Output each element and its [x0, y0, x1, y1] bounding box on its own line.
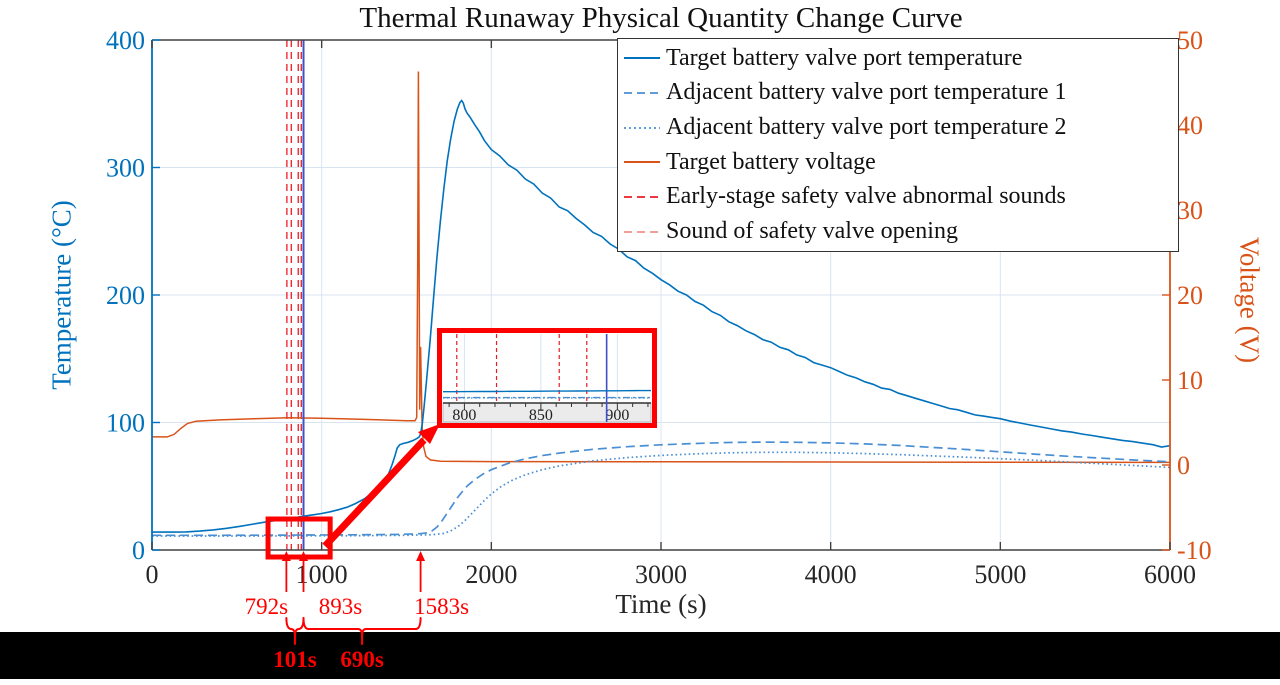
x-tick-label: 3000 [635, 560, 687, 589]
legend-swatch-adjacent-temp-2 [624, 126, 660, 129]
legend-swatch-adjacent-temp-1 [624, 92, 660, 94]
y-right-tick-label: 10 [1177, 366, 1203, 395]
voltage-curve [152, 71, 1170, 464]
time-marker-label-893s: 893s [318, 594, 363, 619]
inset-target-temperature-curve [443, 389, 651, 393]
chart-title: Thermal Runaway Physical Quantity Change… [359, 2, 963, 34]
legend-swatch-early-sounds [624, 196, 660, 198]
y-right-tick-label: 0 [1177, 451, 1190, 480]
time-marker-arrows [281, 551, 426, 592]
inset-red-border [437, 328, 657, 428]
inset-plot: 800 850 900 [437, 328, 657, 428]
x-tick-label: 0 [146, 560, 159, 589]
y-right-tick-label: 30 [1177, 196, 1203, 225]
y-right-tick-label: 40 [1177, 111, 1203, 140]
y-left-tick-label: 100 [106, 409, 145, 438]
y-left-tick-label: 400 [106, 26, 145, 55]
x-tick-label: 5000 [974, 560, 1026, 589]
legend-label: Adjacent battery valve port temperature … [666, 114, 1067, 141]
zoom-connector-arrowhead [418, 424, 440, 444]
time-marker-arrowhead [299, 551, 309, 561]
x-tick-label: 4000 [805, 560, 857, 589]
legend-label: Adjacent battery valve port temperature … [666, 79, 1067, 106]
adjacent-temperature-2-curve [152, 451, 1170, 537]
legend-item-target-temp: Target battery valve port temperature [618, 42, 1178, 75]
legend-item-early-sounds: Early-stage safety valve abnormal sounds [618, 180, 1178, 213]
x-tick-label: 6000 [1144, 560, 1196, 589]
legend-item-adjacent-temp-2: Adjacent battery valve port temperature … [618, 111, 1178, 144]
legend-swatch-target-temp [624, 57, 660, 60]
y-axis-label-voltage: Voltage (V) [1234, 236, 1265, 364]
inset-tick-label: 850 [529, 407, 553, 424]
interval-brace [302, 617, 422, 645]
y-right-tick-label: 20 [1177, 281, 1203, 310]
legend-item-target-voltage: Target battery voltage [618, 146, 1178, 179]
legend-item-valve-opening: Sound of safety valve opening [618, 215, 1178, 248]
interval-label-690s: 690s [340, 647, 384, 672]
bottom-black-bar [0, 632, 1280, 679]
y-right-tick-label: -10 [1177, 536, 1212, 565]
y-left-tick-label: 0 [132, 536, 145, 565]
y-right-tick-label: 50 [1177, 26, 1203, 55]
inset-background [443, 334, 651, 403]
time-marker-arrowhead [416, 551, 426, 561]
interval-label-101s: 101s [273, 647, 317, 672]
legend-label: Target battery valve port temperature [666, 44, 1023, 71]
legend-swatch-valve-opening [624, 230, 660, 233]
time-marker-label-792s: 792s [244, 594, 289, 619]
zoom-source-rect [265, 516, 333, 560]
zoom-connector-line [322, 437, 427, 549]
y-left-tick-label: 300 [106, 154, 145, 183]
inset-tick-label: 900 [605, 407, 629, 424]
legend: Target battery valve port temperature Ad… [617, 38, 1179, 252]
legend-label: Early-stage safety valve abnormal sounds [666, 183, 1066, 210]
legend-label: Target battery voltage [666, 148, 876, 175]
series-group [152, 40, 1170, 550]
adjacent-temperature-1-curve [152, 441, 1170, 537]
time-marker-arrowhead [281, 551, 291, 561]
y-axis-label-temperature: Temperature (°C) [46, 200, 77, 390]
y-left-tick-label: 200 [106, 281, 145, 310]
inset-tick-label: 800 [452, 407, 476, 424]
legend-label: Sound of safety valve opening [666, 218, 958, 245]
x-axis-label-time: Time (s) [615, 589, 707, 619]
legend-item-adjacent-temp-1: Adjacent battery valve port temperature … [618, 76, 1178, 109]
legend-swatch-target-voltage [624, 161, 660, 164]
time-marker-label-1583s: 1583s [414, 594, 470, 619]
x-tick-label: 2000 [465, 560, 517, 589]
